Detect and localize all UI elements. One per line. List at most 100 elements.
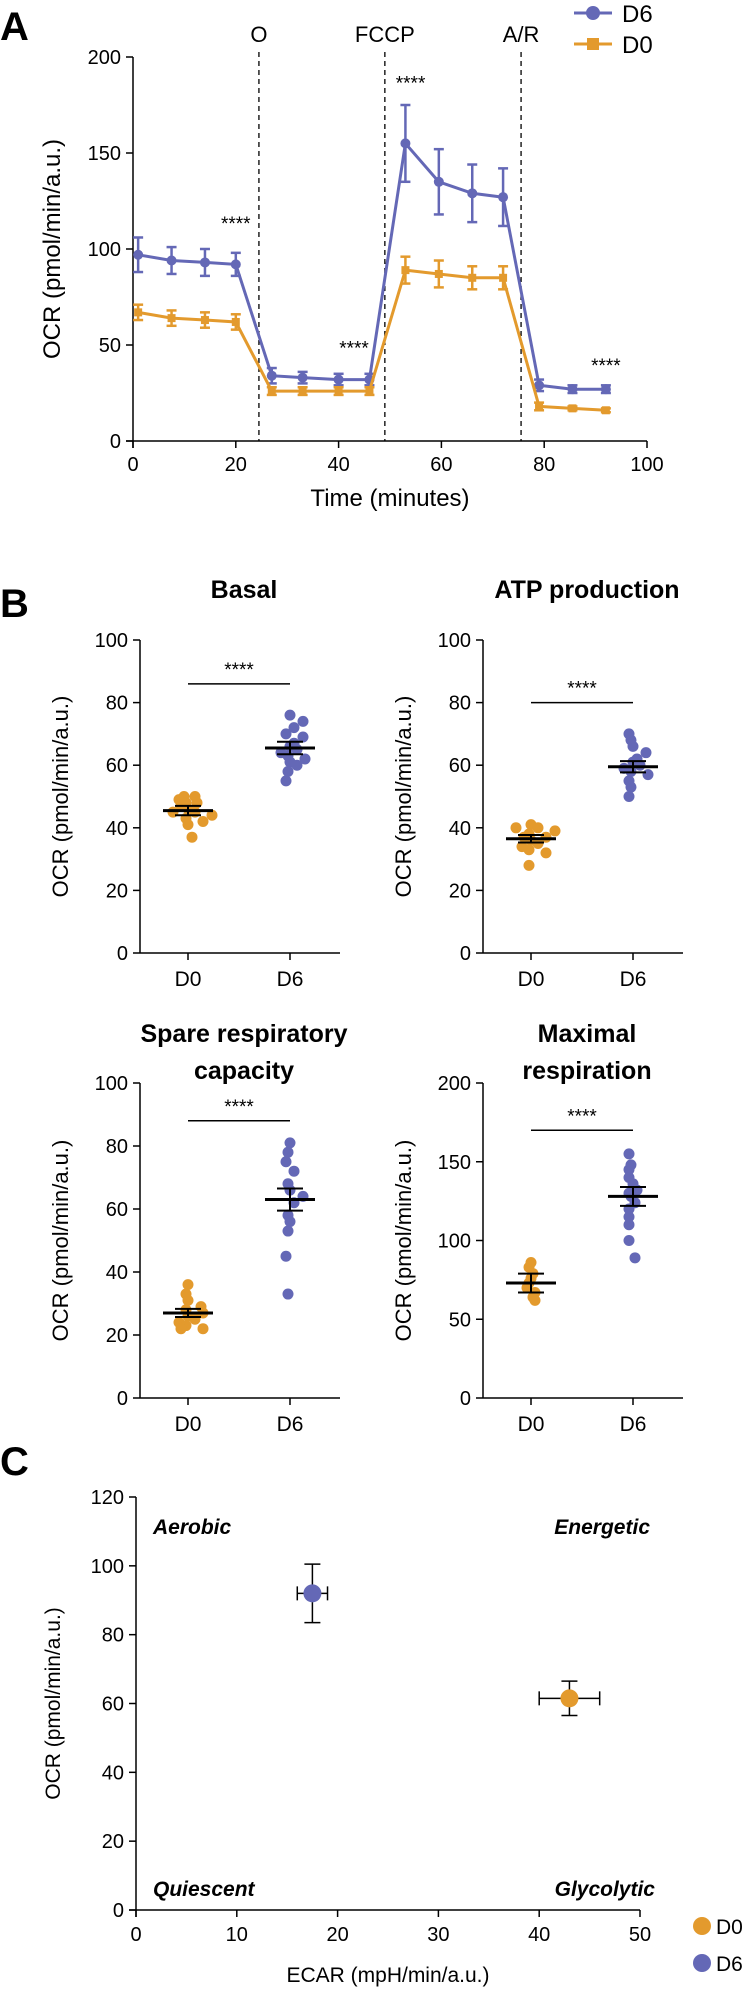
y-tick-label: 20 — [102, 1831, 124, 1853]
significance-label: **** — [591, 356, 621, 377]
y-tick-label: 50 — [449, 1309, 471, 1331]
chart-title: Spare respiratory — [140, 1020, 347, 1048]
data-point — [623, 1235, 635, 1246]
data-point — [303, 1584, 322, 1603]
injection-label: A/R — [503, 22, 540, 47]
data-point — [540, 847, 552, 859]
data-point — [468, 273, 477, 282]
data-point — [523, 859, 535, 871]
data-point — [197, 1323, 209, 1335]
data-point — [166, 255, 177, 266]
y-tick-label: 150 — [88, 143, 121, 165]
y-tick-label: 40 — [106, 1262, 128, 1284]
y-axis-title: OCR (pmol/min/a.u.) — [48, 1140, 73, 1342]
y-tick-label: 150 — [438, 1152, 471, 1174]
chart-title: Maximal — [538, 1020, 637, 1048]
data-point — [280, 1156, 292, 1168]
data-point — [523, 844, 535, 856]
data-point — [510, 822, 522, 834]
data-point — [267, 387, 276, 396]
group-d6 — [265, 1137, 315, 1300]
data-point — [365, 387, 374, 396]
data-point — [333, 374, 344, 385]
data-point — [284, 709, 296, 721]
legend-marker — [693, 1954, 711, 1972]
data-point — [401, 266, 410, 275]
data-point — [627, 740, 639, 752]
y-tick-label: 120 — [91, 1487, 124, 1509]
significance-label: **** — [221, 214, 251, 235]
significance-label: **** — [224, 660, 254, 681]
panel-b-label: B — [0, 582, 29, 626]
data-point — [282, 1146, 294, 1158]
data-point — [467, 188, 478, 199]
injection-label: O — [250, 22, 267, 47]
y-tick-label: 100 — [95, 630, 128, 652]
data-point — [291, 759, 303, 771]
data-point — [534, 380, 545, 391]
series-d0 — [133, 255, 611, 415]
data-point — [266, 370, 277, 381]
group-d0 — [506, 1257, 556, 1306]
data-point — [298, 387, 307, 396]
x-tick-label: D0 — [175, 968, 202, 991]
data-point — [625, 781, 637, 793]
chart-2: ATP production 0 20 40 60 80 100 D0 D6 OCR (pmol/… — [391, 576, 683, 991]
data-point — [280, 1250, 292, 1262]
legend-marker — [587, 38, 599, 50]
x-tick-label: 40 — [327, 454, 349, 476]
x-tick-label: 20 — [225, 454, 247, 476]
x-tick-label: D0 — [518, 1413, 545, 1436]
y-tick-label: 100 — [438, 630, 471, 652]
panel-b-charts: Basal 0 20 40 60 80 100 D0 D6 OCR (pmol/min/a.u.)… — [48, 576, 683, 1436]
point-d0 — [538, 1680, 601, 1717]
significance-label: **** — [567, 679, 597, 700]
y-tick-label: 80 — [449, 693, 471, 715]
data-point — [499, 273, 508, 282]
chart-3: Spare respiratory capacity 0 20 40 60 80 100 D0 D… — [48, 1020, 348, 1436]
data-point — [230, 259, 241, 270]
data-point — [197, 816, 209, 828]
legend-label: D6 — [716, 1953, 743, 1976]
data-point — [400, 138, 411, 149]
y-tick-label: 40 — [102, 1762, 124, 1784]
y-tick-label: 0 — [460, 1388, 471, 1410]
panel-c-label: C — [0, 1440, 29, 1484]
group-d0 — [506, 819, 561, 871]
x-tick-label: 0 — [130, 1924, 141, 1946]
data-point — [167, 314, 176, 323]
axes: 0 50 100 150 200 0 20 40 60 80 100 Time (minutes) OC… — [39, 47, 664, 512]
chart-title: capacity — [194, 1057, 294, 1085]
data-point — [297, 715, 309, 727]
x-axis-title: Time (minutes) — [310, 485, 469, 512]
data-point — [199, 257, 210, 268]
data-point — [200, 316, 209, 325]
y-tick-label: 100 — [88, 239, 121, 261]
data-point — [206, 809, 218, 821]
y-axis-title: OCR (pmol/min/a.u.) — [39, 139, 66, 359]
data-point — [334, 387, 343, 396]
panel-a-label: A — [0, 5, 29, 49]
data-point — [623, 1148, 635, 1160]
x-tick-label: D6 — [277, 968, 304, 991]
y-tick-label: 60 — [106, 755, 128, 777]
point-d6 — [296, 1563, 329, 1624]
x-tick-label: D0 — [175, 1413, 202, 1436]
group-d6 — [608, 1148, 658, 1264]
series-d6 — [133, 103, 611, 395]
data-point — [434, 269, 443, 278]
data-point — [284, 1216, 296, 1228]
y-tick-label: 60 — [449, 755, 471, 777]
quadrant-label-glycolytic: Glycolytic — [555, 1878, 656, 1901]
data-point — [521, 1282, 533, 1294]
data-point — [280, 728, 292, 740]
y-axis-title: OCR (pmol/min/a.u.) — [42, 1607, 65, 1800]
data-point — [433, 176, 444, 187]
y-tick-label: 100 — [95, 1073, 128, 1095]
x-tick-label: 50 — [629, 1924, 651, 1946]
x-tick-label: 20 — [326, 1924, 348, 1946]
data-point — [535, 402, 544, 411]
group-d6 — [608, 728, 658, 802]
data-point — [182, 1279, 194, 1291]
